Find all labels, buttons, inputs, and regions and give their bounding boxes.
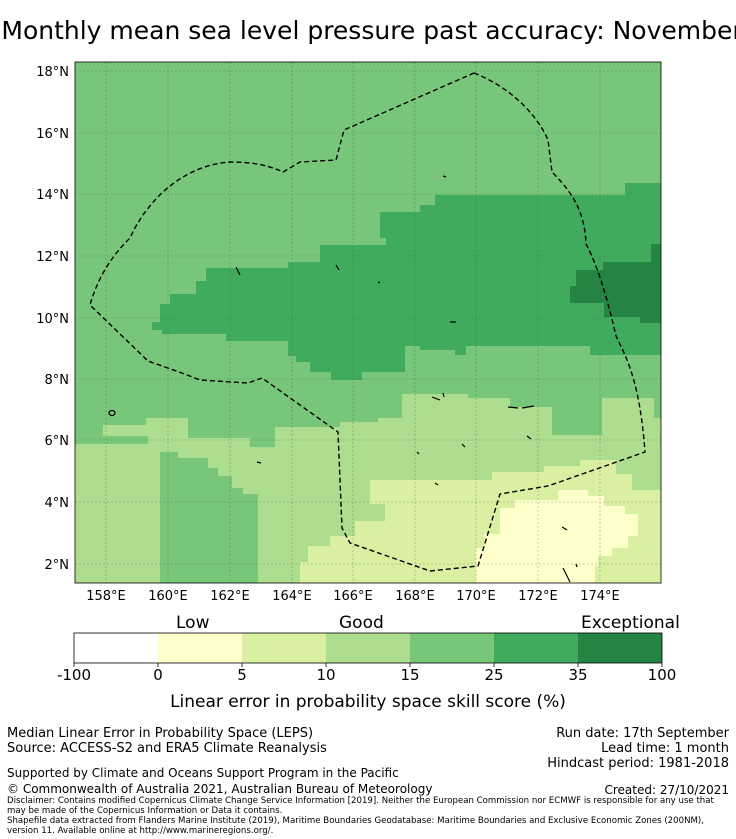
lon-axis: 158°E 160°E 162°E 164°E 166°E 168°E 170°… <box>86 589 620 604</box>
lon-label: 174°E <box>580 589 620 604</box>
lon-label: 164°E <box>272 589 312 604</box>
colorbar-tick: 35 <box>568 666 588 684</box>
skill-map: 18°N 16°N 14°N 12°N 10°N 8°N 6°N 4°N 2°N… <box>36 61 663 667</box>
colorbar-label: Linear error in probability space skill … <box>170 692 566 712</box>
lat-label: 8°N <box>45 373 70 388</box>
lon-label: 162°E <box>210 589 250 604</box>
colorbar-segment <box>74 633 158 663</box>
source-text: Source: ACCESS-S2 and ERA5 Climate Reana… <box>7 741 327 756</box>
skill-zone-25-35 <box>152 183 661 380</box>
lat-label: 4°N <box>45 496 70 511</box>
colorbar-tick: 15 <box>400 666 420 684</box>
map-title: Monthly mean sea level pressure past acc… <box>1 16 736 45</box>
skill-zone-35-100 <box>570 244 661 323</box>
method-text: Median Linear Error in Probability Space… <box>7 726 314 741</box>
eez-boundary <box>89 72 646 572</box>
colorbar-category-good: Good <box>339 613 384 633</box>
lat-label: 6°N <box>45 434 70 449</box>
colorbar <box>73 632 663 667</box>
run-date: Run date: 17th September <box>556 726 729 741</box>
skill-field <box>75 62 661 583</box>
colorbar-tick: 10 <box>316 666 336 684</box>
hindcast-period: Hindcast period: 1981-2018 <box>547 756 729 771</box>
lat-label: 12°N <box>36 250 69 265</box>
lon-label: 166°E <box>333 589 373 604</box>
gridlines <box>75 62 661 583</box>
atolls <box>108 175 578 583</box>
lead-time: Lead time: 1 month <box>601 741 729 756</box>
lat-label: 16°N <box>36 127 69 142</box>
support-text: Supported by Climate and Oceans Support … <box>7 766 399 780</box>
colorbar-tick: 100 <box>647 666 677 684</box>
colorbar-segment <box>326 633 410 663</box>
map-frame <box>74 61 662 584</box>
lat-axis: 18°N 16°N 14°N 12°N 10°N 8°N 6°N 4°N 2°N <box>36 65 69 573</box>
colorbar-tick: 25 <box>484 666 504 684</box>
lat-label: 10°N <box>36 312 69 327</box>
colorbar-segment <box>158 633 242 663</box>
colorbar-tick: 5 <box>237 666 247 684</box>
lat-label: 2°N <box>45 558 70 573</box>
colorbar-tick: 0 <box>153 666 163 684</box>
skill-zone-0-5 <box>476 490 638 583</box>
colorbar-segment <box>578 633 662 663</box>
disclaimer: Disclaimer: Contains modified Copernicus… <box>7 796 731 836</box>
colorbar-tick: -100 <box>56 666 92 684</box>
lon-label: 158°E <box>86 589 126 604</box>
lon-label: 160°E <box>148 589 188 604</box>
lon-label: 172°E <box>518 589 558 604</box>
colorbar-segment <box>494 633 578 663</box>
lat-label: 14°N <box>36 188 69 203</box>
created-date: Created: 27/10/2021 <box>604 783 729 797</box>
lon-label: 170°E <box>456 589 496 604</box>
lat-label: 18°N <box>36 65 69 80</box>
shapefile-credit: Shapefile data extracted from Flanders M… <box>7 816 704 836</box>
colorbar-category-low: Low <box>176 613 210 633</box>
copyright-text: © Commonwealth of Australia 2021, Austra… <box>7 782 433 796</box>
disclaimer-text: Disclaimer: Contains modified Copernicus… <box>7 796 714 816</box>
colorbar-segment <box>242 633 326 663</box>
colorbar-segment <box>410 633 494 663</box>
lon-label: 168°E <box>395 589 435 604</box>
colorbar-category-exceptional: Exceptional <box>581 613 680 633</box>
